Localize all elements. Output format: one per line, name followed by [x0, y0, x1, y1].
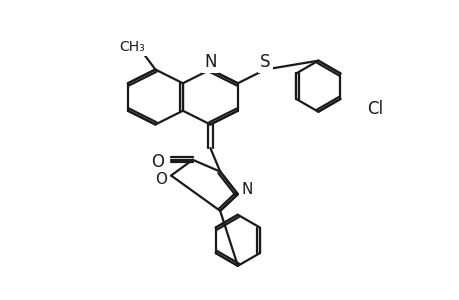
Text: Cl: Cl	[366, 100, 382, 118]
Text: N: N	[241, 182, 253, 197]
Text: CH₃: CH₃	[119, 40, 145, 54]
Text: N: N	[204, 53, 216, 71]
Text: O: O	[151, 153, 163, 171]
Text: O: O	[155, 172, 167, 187]
Text: S: S	[259, 53, 270, 71]
